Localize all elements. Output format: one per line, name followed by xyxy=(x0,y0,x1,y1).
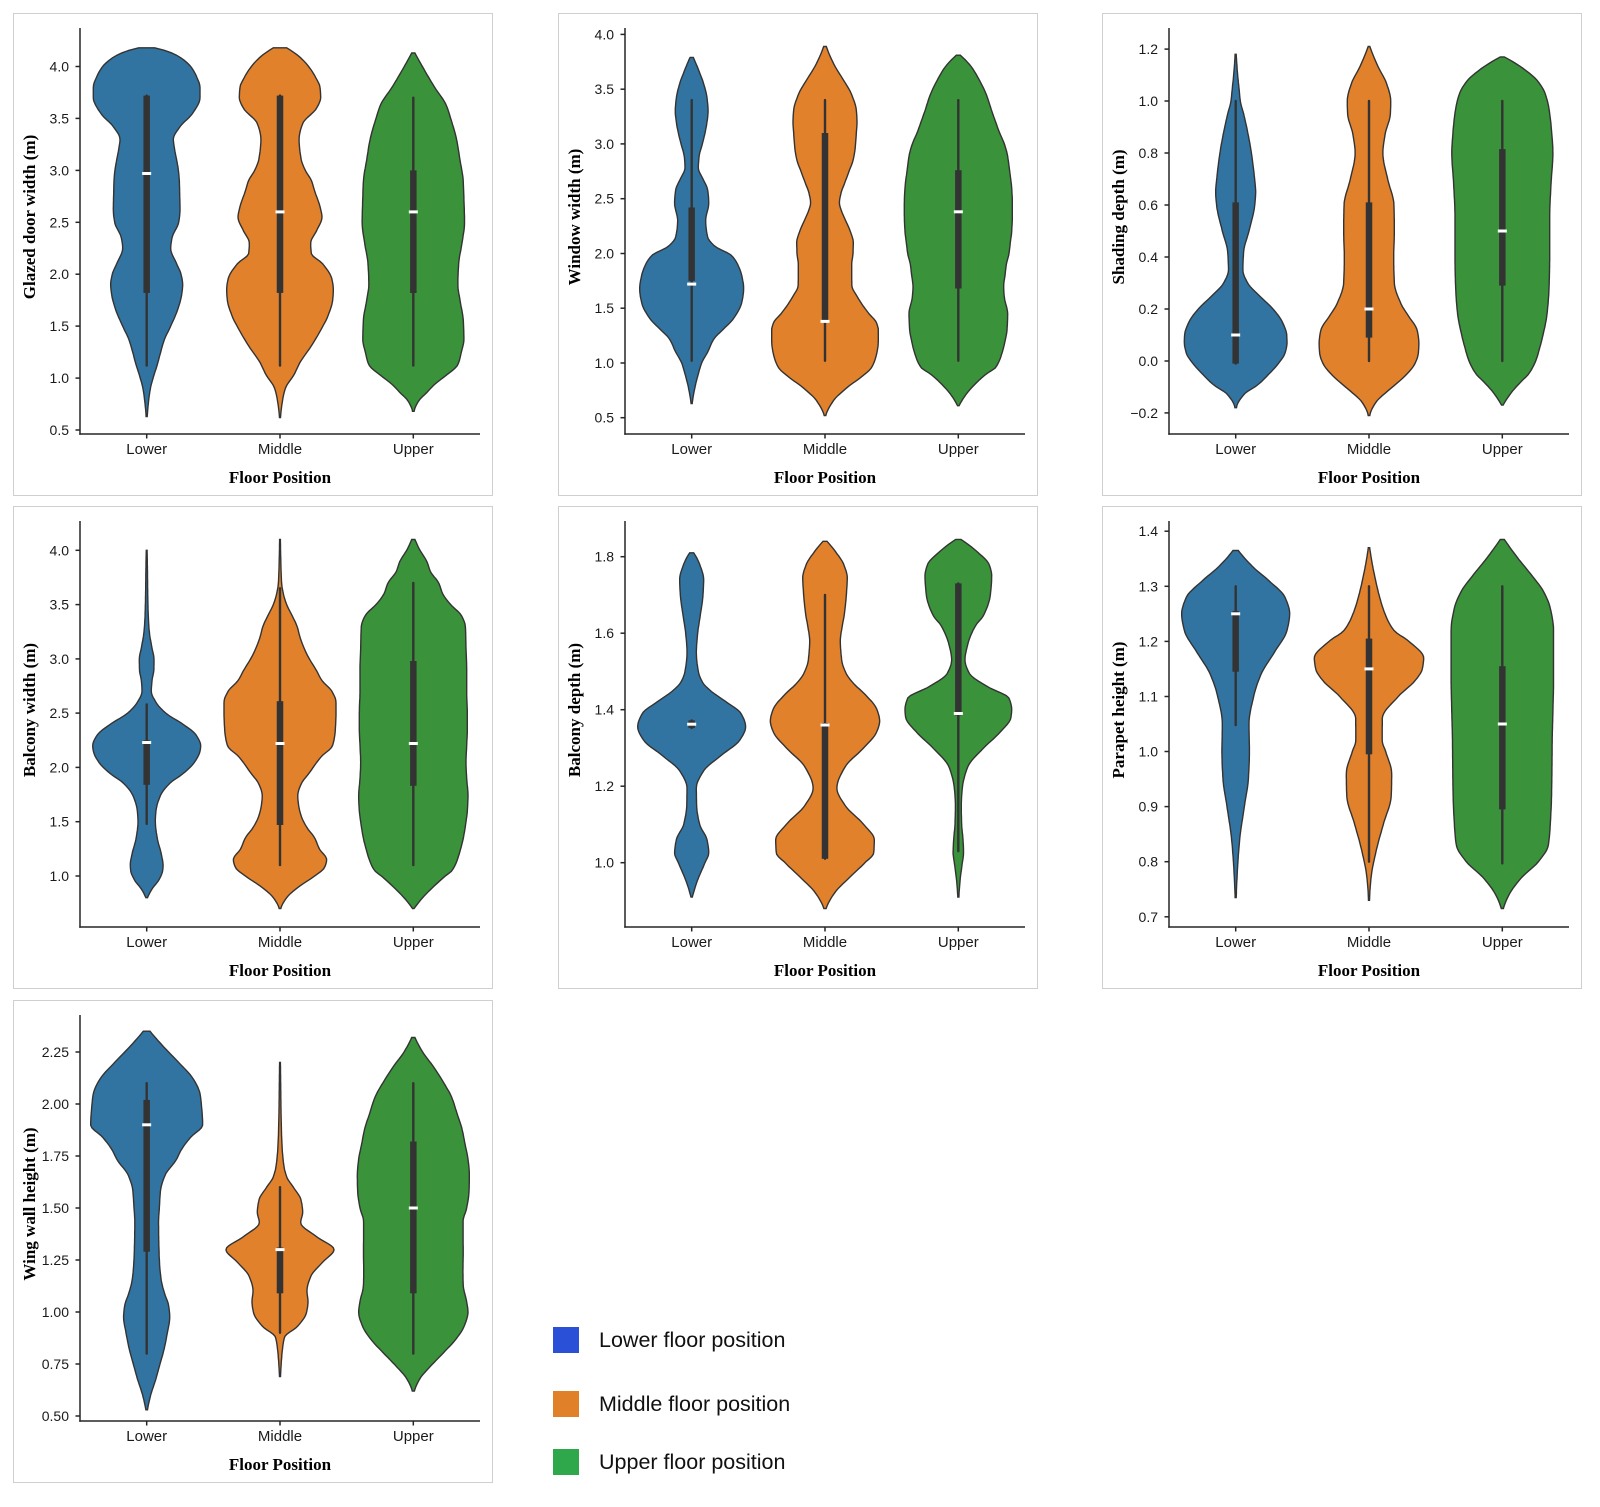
svg-text:Upper: Upper xyxy=(393,934,434,951)
svg-text:Middle: Middle xyxy=(1347,441,1391,458)
svg-text:2.00: 2.00 xyxy=(42,1096,69,1112)
svg-text:4.0: 4.0 xyxy=(50,542,70,558)
svg-text:Floor Position: Floor Position xyxy=(774,468,877,487)
svg-text:Lower: Lower xyxy=(1215,934,1256,951)
svg-text:0.4: 0.4 xyxy=(1139,249,1159,265)
svg-text:0.6: 0.6 xyxy=(1139,197,1159,213)
svg-text:3.5: 3.5 xyxy=(50,597,70,613)
svg-text:3.0: 3.0 xyxy=(50,162,70,178)
svg-text:−0.2: −0.2 xyxy=(1130,405,1158,421)
svg-text:Parapet height (m): Parapet height (m) xyxy=(1109,642,1128,779)
svg-text:1.5: 1.5 xyxy=(595,300,615,316)
svg-text:Balcony width (m): Balcony width (m) xyxy=(20,643,39,777)
svg-text:0.50: 0.50 xyxy=(42,1408,69,1424)
svg-text:Middle: Middle xyxy=(258,441,302,458)
svg-text:1.0: 1.0 xyxy=(595,355,615,371)
svg-text:1.1: 1.1 xyxy=(1139,689,1159,705)
svg-text:1.0: 1.0 xyxy=(50,868,70,884)
svg-text:Lower: Lower xyxy=(1215,441,1256,458)
svg-text:0.8: 0.8 xyxy=(1139,854,1159,870)
svg-text:Upper: Upper xyxy=(393,441,434,458)
svg-text:Upper: Upper xyxy=(938,934,979,951)
svg-text:Middle: Middle xyxy=(1347,934,1391,951)
svg-text:1.25: 1.25 xyxy=(42,1252,69,1268)
svg-text:Upper: Upper xyxy=(1482,441,1523,458)
svg-text:1.5: 1.5 xyxy=(50,318,70,334)
svg-text:Floor Position: Floor Position xyxy=(774,961,877,980)
svg-text:1.75: 1.75 xyxy=(42,1148,69,1164)
svg-text:1.2: 1.2 xyxy=(1139,633,1159,649)
svg-text:2.0: 2.0 xyxy=(50,759,70,775)
svg-text:1.50: 1.50 xyxy=(42,1200,69,1216)
svg-text:Shading depth (m): Shading depth (m) xyxy=(1109,149,1128,284)
svg-text:Floor Position: Floor Position xyxy=(229,961,332,980)
svg-text:Upper: Upper xyxy=(938,441,979,458)
svg-text:Upper: Upper xyxy=(1482,934,1523,951)
svg-text:3.5: 3.5 xyxy=(595,81,615,97)
svg-text:1.0: 1.0 xyxy=(1139,93,1159,109)
svg-text:3.5: 3.5 xyxy=(50,110,70,126)
svg-text:Middle: Middle xyxy=(803,934,847,951)
svg-text:1.2: 1.2 xyxy=(1139,41,1159,57)
svg-text:0.5: 0.5 xyxy=(50,422,70,438)
svg-text:2.5: 2.5 xyxy=(50,705,70,721)
svg-text:2.25: 2.25 xyxy=(42,1044,69,1060)
svg-text:2.0: 2.0 xyxy=(595,246,615,262)
svg-text:0.9: 0.9 xyxy=(1139,799,1159,815)
svg-text:Floor Position: Floor Position xyxy=(229,468,332,487)
svg-text:Middle: Middle xyxy=(803,441,847,458)
svg-text:Floor Position: Floor Position xyxy=(1318,468,1421,487)
svg-text:Lower: Lower xyxy=(126,1428,167,1445)
svg-text:1.00: 1.00 xyxy=(42,1304,69,1320)
svg-text:4.0: 4.0 xyxy=(50,59,70,75)
svg-text:1.5: 1.5 xyxy=(50,814,70,830)
svg-text:0.0: 0.0 xyxy=(1139,353,1159,369)
svg-text:0.8: 0.8 xyxy=(1139,145,1159,161)
svg-text:4.0: 4.0 xyxy=(595,26,615,42)
svg-text:1.2: 1.2 xyxy=(595,778,615,794)
svg-text:0.7: 0.7 xyxy=(1139,909,1159,925)
svg-text:3.0: 3.0 xyxy=(595,136,615,152)
svg-text:Window width (m): Window width (m) xyxy=(565,149,584,286)
svg-text:1.4: 1.4 xyxy=(1139,523,1159,539)
svg-text:1.8: 1.8 xyxy=(595,549,615,565)
svg-text:Upper: Upper xyxy=(393,1428,434,1445)
svg-text:1.0: 1.0 xyxy=(50,370,70,386)
svg-text:0.5: 0.5 xyxy=(595,410,615,426)
svg-text:Lower: Lower xyxy=(671,934,712,951)
svg-text:2.5: 2.5 xyxy=(50,214,70,230)
svg-text:Middle: Middle xyxy=(258,1428,302,1445)
svg-text:Balcony depth (m): Balcony depth (m) xyxy=(565,643,584,777)
svg-text:Wing wall height (m): Wing wall height (m) xyxy=(20,1127,39,1280)
svg-text:Lower: Lower xyxy=(126,934,167,951)
svg-text:2.5: 2.5 xyxy=(595,191,615,207)
svg-text:1.4: 1.4 xyxy=(595,702,615,718)
svg-text:Floor Position: Floor Position xyxy=(1318,961,1421,980)
svg-text:0.75: 0.75 xyxy=(42,1356,69,1372)
svg-text:1.3: 1.3 xyxy=(1139,578,1159,594)
svg-text:1.0: 1.0 xyxy=(595,855,615,871)
svg-text:1.6: 1.6 xyxy=(595,625,615,641)
svg-text:Lower: Lower xyxy=(126,441,167,458)
svg-text:Middle: Middle xyxy=(258,934,302,951)
svg-text:3.0: 3.0 xyxy=(50,651,70,667)
svg-text:1.0: 1.0 xyxy=(1139,744,1159,760)
svg-text:Lower: Lower xyxy=(671,441,712,458)
svg-text:2.0: 2.0 xyxy=(50,266,70,282)
svg-text:Glazed door width (m): Glazed door width (m) xyxy=(20,135,39,300)
svg-text:0.2: 0.2 xyxy=(1139,301,1159,317)
svg-text:Floor Position: Floor Position xyxy=(229,1455,332,1474)
